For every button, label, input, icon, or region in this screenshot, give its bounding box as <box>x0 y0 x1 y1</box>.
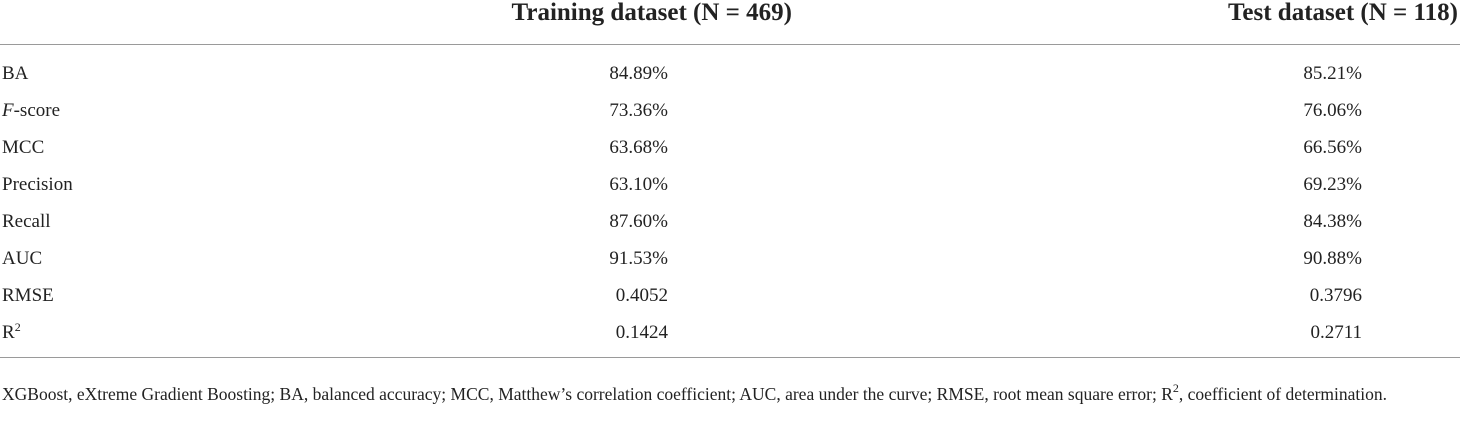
table-footnote: XGBoost, eXtreme Gradient Boosting; BA, … <box>2 381 1458 405</box>
training-value: 0.1424 <box>615 321 668 343</box>
metric-name: RMSE <box>2 284 54 306</box>
header-metric <box>0 0 430 45</box>
test-value: 90.88% <box>1303 247 1362 269</box>
test-value: 0.3796 <box>1309 284 1362 306</box>
table-header: Training dataset (N = 469) Test dataset … <box>0 0 1460 45</box>
metric-name-suffix: -score <box>13 99 61 121</box>
metric-name: BA <box>2 62 29 84</box>
training-value: 0.4052 <box>615 284 668 306</box>
results-table: Training dataset (N = 469) Test dataset … <box>0 0 1460 358</box>
table-row: BA 84.89% 85.21% <box>0 45 1460 93</box>
table-row: R2 0.1424 0.2711 <box>0 314 1460 358</box>
metric-name: R <box>2 321 15 343</box>
row-metric-label: MCC <box>0 129 430 166</box>
row-metric-label: F-score <box>0 92 430 129</box>
footnote-superscript: 2 <box>1172 381 1179 395</box>
test-value: 66.56% <box>1303 136 1362 158</box>
row-metric-label: Precision <box>0 166 430 203</box>
row-metric-label: RMSE <box>0 277 430 314</box>
header-test-dataset: Test dataset (N = 118) <box>1228 0 1458 26</box>
metric-name: Recall <box>2 210 51 232</box>
test-value: 84.38% <box>1303 210 1362 232</box>
metric-name-italic: F <box>2 99 14 121</box>
header-row: Training dataset (N = 469) Test dataset … <box>0 0 1460 45</box>
metric-name: MCC <box>2 136 45 158</box>
metric-name: AUC <box>2 247 43 269</box>
row-metric-label: Recall <box>0 203 430 240</box>
test-value: 69.23% <box>1303 173 1362 195</box>
footnote-text-part2: , coefficient of determination. <box>1178 384 1388 404</box>
training-value: 84.89% <box>609 62 668 84</box>
table-row: Precision 63.10% 69.23% <box>0 166 1460 203</box>
table-row: AUC 91.53% 90.88% <box>0 240 1460 277</box>
test-value: 0.2711 <box>1310 321 1362 343</box>
table-row: MCC 63.68% 66.56% <box>0 129 1460 166</box>
training-value: 63.68% <box>609 136 668 158</box>
footnote-text-part1: XGBoost, eXtreme Gradient Boosting; BA, … <box>2 384 1173 404</box>
training-value: 91.53% <box>609 247 668 269</box>
table-row: RMSE 0.4052 0.3796 <box>0 277 1460 314</box>
table-row: F-score 73.36% 76.06% <box>0 92 1460 129</box>
metric-superscript: 2 <box>14 319 21 334</box>
row-metric-label: AUC <box>0 240 430 277</box>
table-row: Recall 87.60% 84.38% <box>0 203 1460 240</box>
training-value: 63.10% <box>609 173 668 195</box>
training-value: 73.36% <box>609 99 668 121</box>
test-value: 76.06% <box>1303 99 1362 121</box>
training-value: 87.60% <box>609 210 668 232</box>
row-metric-label: BA <box>0 45 430 93</box>
test-value: 85.21% <box>1303 62 1362 84</box>
row-metric-label: R2 <box>0 314 430 358</box>
metric-name: Precision <box>2 173 73 195</box>
table-body: BA 84.89% 85.21% F-score 73.36% 76.06% M… <box>0 45 1460 358</box>
results-table-container: Training dataset (N = 469) Test dataset … <box>0 0 1460 358</box>
header-training-dataset: Training dataset (N = 469) <box>511 0 792 26</box>
